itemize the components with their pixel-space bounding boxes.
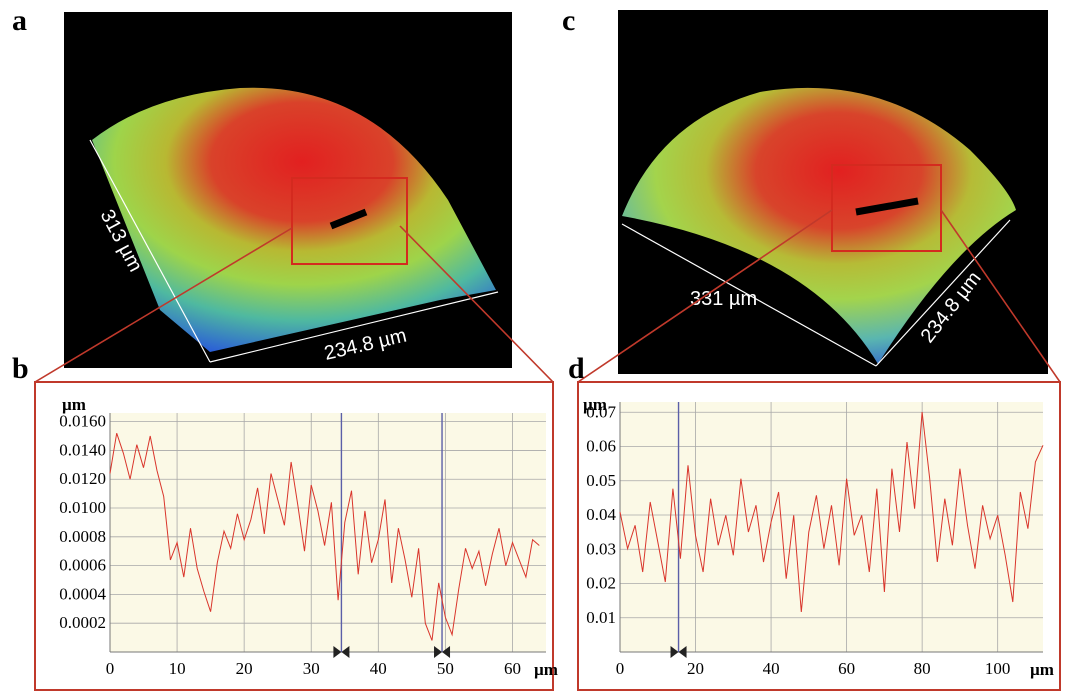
roi-box-c (831, 164, 942, 252)
d-x-tick-label-0: 0 (616, 659, 625, 678)
profile-line-c (855, 197, 919, 216)
b-x-tick-label-5: 50 (437, 659, 454, 678)
d-y-tick-label-6: 0.07 (586, 402, 616, 421)
chart-b-trace (109, 433, 540, 641)
surface-image-c: 331 µm 234.8 µm (618, 10, 1048, 374)
chart-b-plot-area (110, 413, 546, 652)
b-x-tick-label-4: 40 (370, 659, 387, 678)
chart-d-x-ticks: 0 20 40 60 80 100 (616, 659, 1011, 678)
b-marker-handle-1[interactable] (434, 646, 451, 658)
b-x-tick-label-2: 20 (236, 659, 253, 678)
d-marker-handle-0[interactable] (670, 646, 687, 658)
b-y-tick-label-5: 0.0120 (59, 469, 106, 488)
profile-chart-b: 0.0002 0.0004 0.0006 0.0008 0.0100 0.0120 0.01… (59, 395, 558, 679)
dim-label-c-bottom-left: 331 µm (690, 288, 757, 310)
chart-b-y-ticks: 0.0002 0.0004 0.0006 0.0008 0.0100 0.0120 0.01… (59, 412, 106, 633)
panel-label-b: b (12, 352, 29, 385)
d-y-tick-label-0: 0.01 (586, 608, 616, 627)
b-y-tick-label-0: 0.0002 (59, 613, 106, 632)
profile-chart-d: 0.01 0.02 0.03 0.04 0.05 0.06 0.07 0 20 40 60 80 10… (583, 395, 1054, 679)
d-y-tick-label-4: 0.05 (586, 471, 616, 490)
d-x-tick-label-1: 20 (687, 659, 704, 678)
d-y-tick-label-1: 0.02 (586, 574, 616, 593)
chart-b-x-unit: µm (534, 660, 558, 679)
b-x-tick-label-6: 60 (504, 659, 521, 678)
b-y-tick-label-2: 0.0006 (59, 556, 106, 575)
chart-d-plot-area (620, 402, 1043, 652)
panel-label-c: c (562, 4, 576, 37)
b-y-tick-label-1: 0.0004 (59, 584, 106, 603)
b-marker-handle-0[interactable] (333, 646, 350, 658)
chart-b-x-ticks: 0 10 20 30 40 50 60 (106, 659, 521, 678)
roi-box-a (291, 177, 408, 265)
d-x-tick-label-3: 60 (838, 659, 855, 678)
dim-line-c-left (621, 223, 877, 367)
d-y-tick-label-2: 0.03 (586, 539, 616, 558)
chart-d-grid (619, 402, 1043, 653)
frame-d (577, 381, 1061, 691)
d-x-tick-label-5: 100 (985, 659, 1011, 678)
frame-b (34, 381, 554, 691)
b-y-tick-label-6: 0.0140 (59, 440, 106, 459)
connector-c-right (940, 209, 1061, 383)
chart-b-grid (109, 413, 546, 653)
chart-d-y-unit: µm (583, 395, 607, 414)
chart-d-x-unit: µm (1030, 660, 1054, 679)
panel-label-a: a (12, 4, 27, 37)
d-y-tick-label-5: 0.06 (586, 437, 616, 456)
chart-d-y-ticks: 0.01 0.02 0.03 0.04 0.05 0.06 0.07 (586, 402, 616, 626)
b-x-tick-label-3: 30 (303, 659, 320, 678)
b-x-tick-label-0: 0 (106, 659, 115, 678)
dome-c (622, 87, 1016, 364)
connector-c-left (577, 209, 833, 383)
d-x-tick-label-2: 40 (763, 659, 780, 678)
connector-a-left (34, 227, 293, 383)
b-y-tick-label-3: 0.0008 (59, 527, 106, 546)
dim-line-a-left (89, 139, 211, 363)
profile-line-a (329, 208, 368, 230)
b-x-tick-label-1: 10 (169, 659, 186, 678)
d-x-tick-label-4: 80 (914, 659, 931, 678)
chart-d-trace (619, 411, 1044, 613)
chart-d-markers (670, 402, 687, 658)
dim-line-c-right (875, 219, 1011, 367)
surface-image-a: 313 µm 234.8 µm (64, 12, 512, 368)
b-y-tick-label-4: 0.0100 (59, 498, 106, 517)
chart-b-y-unit: µm (62, 395, 86, 414)
b-y-tick-label-7: 0.0160 (59, 412, 106, 431)
chart-b-markers (333, 413, 451, 658)
dome-a (92, 87, 496, 352)
zoom-connectors (34, 209, 1061, 383)
dim-line-a-bottom (209, 291, 499, 363)
d-y-tick-label-3: 0.04 (586, 505, 616, 524)
connector-a-right (399, 225, 554, 383)
panel-label-d: d (568, 352, 585, 385)
